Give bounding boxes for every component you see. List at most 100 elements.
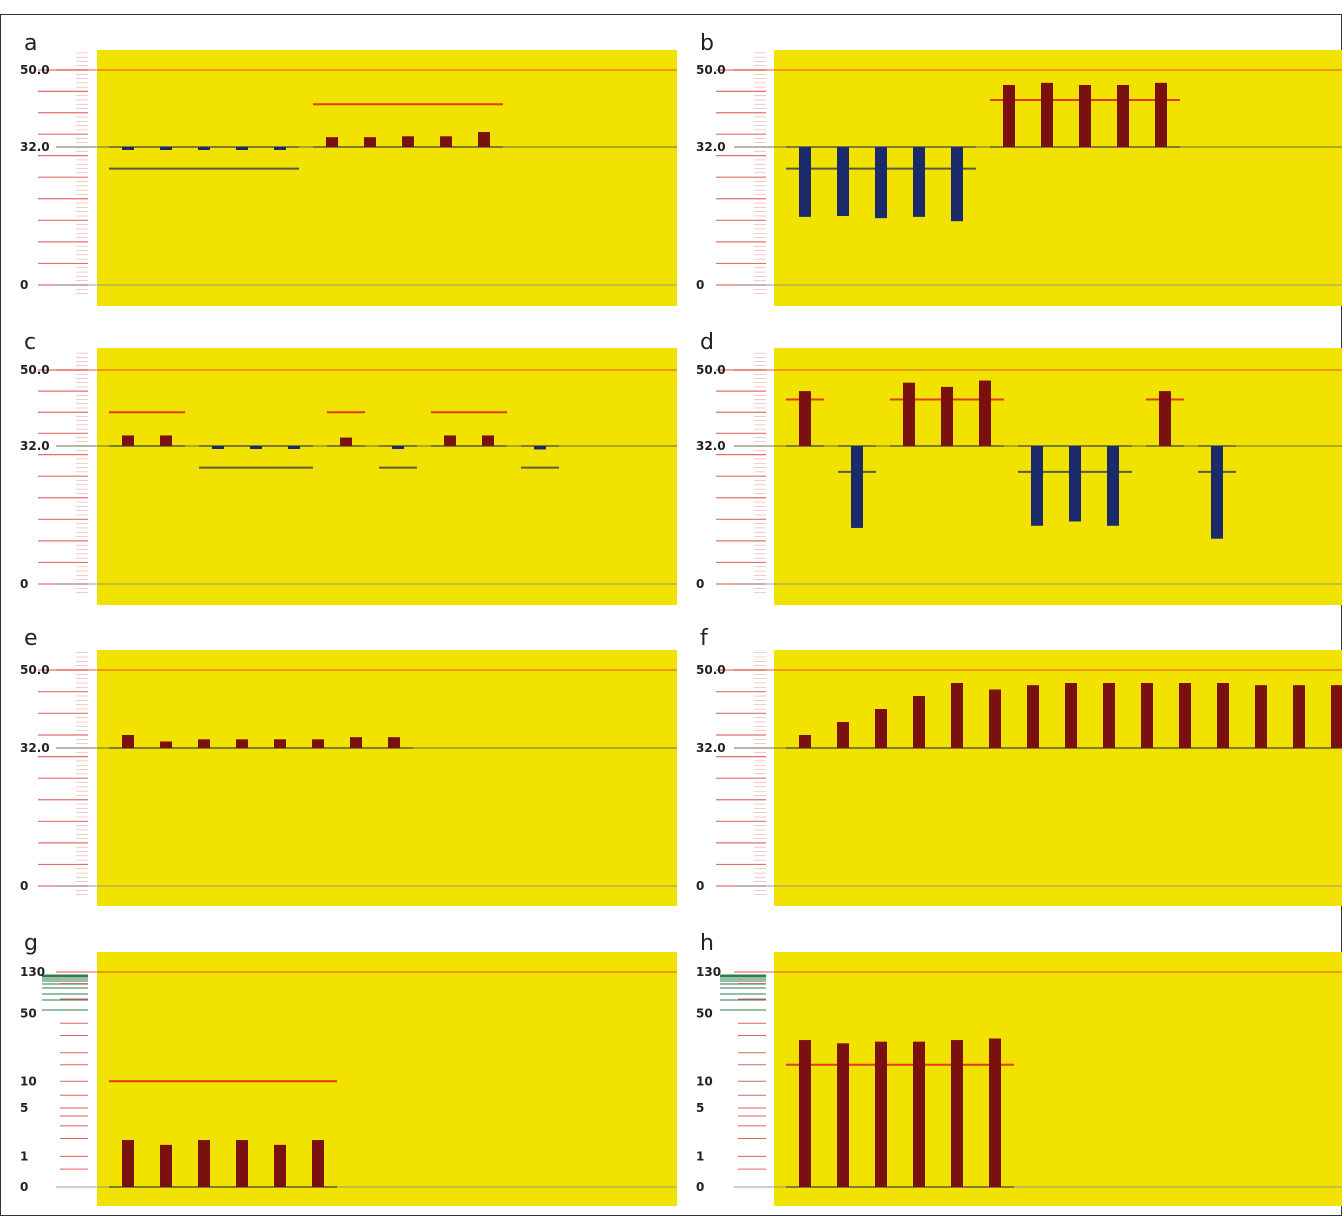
bar bbox=[312, 739, 324, 748]
bar bbox=[1117, 84, 1129, 147]
y-tick-label: 32.0 bbox=[20, 741, 50, 755]
y-tick-label: 50.0 bbox=[696, 63, 726, 77]
bar bbox=[951, 147, 963, 222]
plot-area bbox=[774, 952, 1342, 1206]
bar bbox=[198, 739, 210, 748]
bar bbox=[837, 1043, 849, 1187]
plot-area bbox=[97, 650, 677, 906]
bar bbox=[160, 741, 172, 748]
y-tick-label: 0 bbox=[20, 879, 28, 893]
bar bbox=[913, 696, 925, 748]
panel-f: f 50.0 32.0 0 bbox=[696, 626, 1342, 906]
panel-letter: f bbox=[700, 626, 709, 651]
bar bbox=[851, 446, 863, 528]
y-tick-label: 10 bbox=[20, 1074, 37, 1088]
plot-area bbox=[774, 50, 1342, 306]
bar bbox=[122, 735, 134, 748]
bar bbox=[274, 147, 286, 150]
panel-letter: g bbox=[24, 931, 38, 956]
bar bbox=[875, 147, 887, 219]
plot-area bbox=[97, 50, 677, 306]
panel-b: b 50.0 32.0 0 bbox=[696, 31, 1342, 306]
panel-letter: h bbox=[700, 931, 714, 956]
bar bbox=[1079, 84, 1091, 147]
bar bbox=[440, 136, 452, 147]
y-tick-label: 50 bbox=[20, 1007, 37, 1021]
bar bbox=[951, 683, 963, 748]
bar bbox=[1031, 446, 1043, 526]
panel-letter: e bbox=[24, 626, 38, 651]
bar bbox=[1255, 685, 1267, 748]
panel-letter: a bbox=[24, 31, 37, 56]
bar bbox=[274, 739, 286, 748]
y-tick-label: 0 bbox=[696, 1180, 704, 1194]
bar bbox=[478, 132, 490, 147]
y-tick-label: 5 bbox=[696, 1101, 704, 1115]
bar bbox=[1155, 82, 1167, 147]
y-tick-label: 50.0 bbox=[696, 363, 726, 377]
y-tick-label: 1 bbox=[20, 1149, 28, 1163]
bar bbox=[1331, 685, 1342, 748]
bar bbox=[989, 689, 1001, 748]
bar bbox=[903, 382, 915, 446]
bar bbox=[444, 435, 456, 446]
bar bbox=[288, 446, 300, 449]
bar bbox=[1217, 683, 1229, 748]
panel-letter: c bbox=[24, 330, 36, 355]
bar bbox=[875, 1041, 887, 1187]
bar bbox=[350, 737, 362, 748]
panel-e: e 50.0 32.0 0 bbox=[20, 626, 677, 906]
y-tick-label: 50.0 bbox=[20, 63, 50, 77]
y-tick-label: 5 bbox=[20, 1101, 28, 1115]
bar bbox=[1211, 446, 1223, 539]
panel-a: a 50.0 32.0 0 bbox=[20, 31, 677, 306]
y-tick-label: 1 bbox=[696, 1149, 704, 1163]
bar bbox=[1159, 391, 1171, 446]
y-tick-label: 130 bbox=[20, 965, 45, 979]
bar bbox=[941, 386, 953, 446]
y-tick-label: 0 bbox=[696, 577, 704, 591]
bar bbox=[312, 1140, 324, 1187]
bar bbox=[875, 709, 887, 748]
plot-area bbox=[774, 650, 1342, 906]
bar bbox=[198, 1140, 210, 1187]
bar bbox=[1041, 82, 1053, 147]
bar bbox=[274, 1144, 286, 1187]
y-tick-label: 0 bbox=[696, 278, 704, 292]
y-tick-label: 50.0 bbox=[20, 363, 50, 377]
bar bbox=[402, 136, 414, 147]
bar bbox=[212, 446, 224, 449]
y-tick-label: 0 bbox=[696, 879, 704, 893]
bar bbox=[1027, 685, 1039, 748]
bar bbox=[160, 147, 172, 150]
y-tick-label: 130 bbox=[696, 965, 721, 979]
bar bbox=[1003, 84, 1015, 147]
bar bbox=[326, 137, 338, 147]
y-tick-label: 50.0 bbox=[696, 663, 726, 677]
y-tick-label: 50 bbox=[696, 1007, 713, 1021]
bar bbox=[989, 1038, 1001, 1187]
panel-d: d 50.0 32.0 0 bbox=[696, 330, 1342, 605]
y-tick-label: 32.0 bbox=[696, 140, 726, 154]
plot-area bbox=[97, 952, 677, 1206]
bar bbox=[122, 1140, 134, 1187]
plot-area bbox=[774, 348, 1342, 605]
panel-c: c 50.0 32.0 0 bbox=[20, 330, 677, 605]
y-tick-label: 50.0 bbox=[20, 663, 50, 677]
y-tick-label: 32.0 bbox=[20, 140, 50, 154]
y-tick-label: 0 bbox=[20, 577, 28, 591]
bar bbox=[236, 739, 248, 748]
bar bbox=[236, 1140, 248, 1187]
bar bbox=[160, 435, 172, 446]
y-tick-label: 32.0 bbox=[696, 741, 726, 755]
bar bbox=[799, 391, 811, 446]
bar bbox=[1069, 446, 1081, 522]
bar bbox=[482, 435, 494, 446]
bar bbox=[1103, 683, 1115, 748]
y-tick-label: 0 bbox=[20, 278, 28, 292]
bar bbox=[1179, 683, 1191, 748]
y-tick-label: 10 bbox=[696, 1074, 713, 1088]
